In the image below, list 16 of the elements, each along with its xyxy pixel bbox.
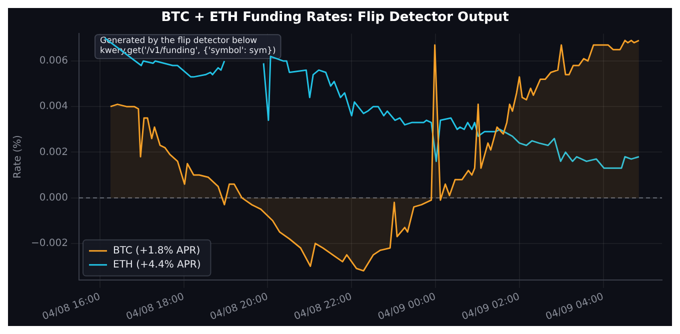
y-tick-label: 0.006 bbox=[39, 56, 68, 67]
x-tick-label: 04/08 18:00 bbox=[124, 291, 186, 323]
y-tick-label: 0.004 bbox=[39, 101, 68, 112]
x-tick-label: 04/08 20:00 bbox=[208, 291, 270, 323]
x-tick-label: 04/09 02:00 bbox=[460, 291, 522, 323]
legend-label: BTC (+1.8% APR) bbox=[113, 246, 200, 257]
y-tick-label: 0.002 bbox=[39, 146, 68, 158]
chart-title: BTC + ETH Funding Rates: Flip Detector Output bbox=[161, 10, 509, 26]
y-tick-label: 0.000 bbox=[39, 192, 68, 204]
legend-label: ETH (+4.4% APR) bbox=[113, 260, 201, 271]
y-tick-label: −0.002 bbox=[30, 238, 68, 250]
x-tick-label: 04/08 22:00 bbox=[292, 291, 354, 323]
y-axis-title: Rate (%) bbox=[12, 134, 24, 178]
x-tick-label: 04/09 00:00 bbox=[376, 291, 438, 323]
x-tick-label: 04/09 04:00 bbox=[544, 291, 606, 323]
x-tick-label: 04/08 16:00 bbox=[41, 291, 102, 323]
